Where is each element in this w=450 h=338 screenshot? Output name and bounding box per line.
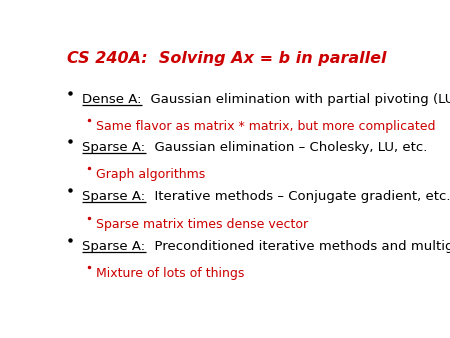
Text: CS 240A:  Solving Ax = b in parallel: CS 240A: Solving Ax = b in parallel	[67, 51, 386, 66]
Text: Gaussian elimination with partial pivoting (LU): Gaussian elimination with partial pivoti…	[142, 93, 450, 105]
Text: Dense A:: Dense A:	[82, 93, 142, 105]
Text: Graph algorithms: Graph algorithms	[96, 168, 206, 181]
Text: Gaussian elimination – Cholesky, LU, etc.: Gaussian elimination – Cholesky, LU, etc…	[145, 141, 427, 154]
Text: Mixture of lots of things: Mixture of lots of things	[96, 267, 245, 280]
Text: Sparse matrix times dense vector: Sparse matrix times dense vector	[96, 218, 309, 231]
Text: Iterative methods – Conjugate gradient, etc.: Iterative methods – Conjugate gradient, …	[145, 190, 450, 203]
Text: Same flavor as matrix * matrix, but more complicated: Same flavor as matrix * matrix, but more…	[96, 120, 436, 133]
Text: Sparse A:: Sparse A:	[82, 141, 145, 154]
Text: Sparse A:: Sparse A:	[82, 240, 145, 253]
Text: Preconditioned iterative methods and multigrid: Preconditioned iterative methods and mul…	[145, 240, 450, 253]
Text: Sparse A:: Sparse A:	[82, 190, 145, 203]
